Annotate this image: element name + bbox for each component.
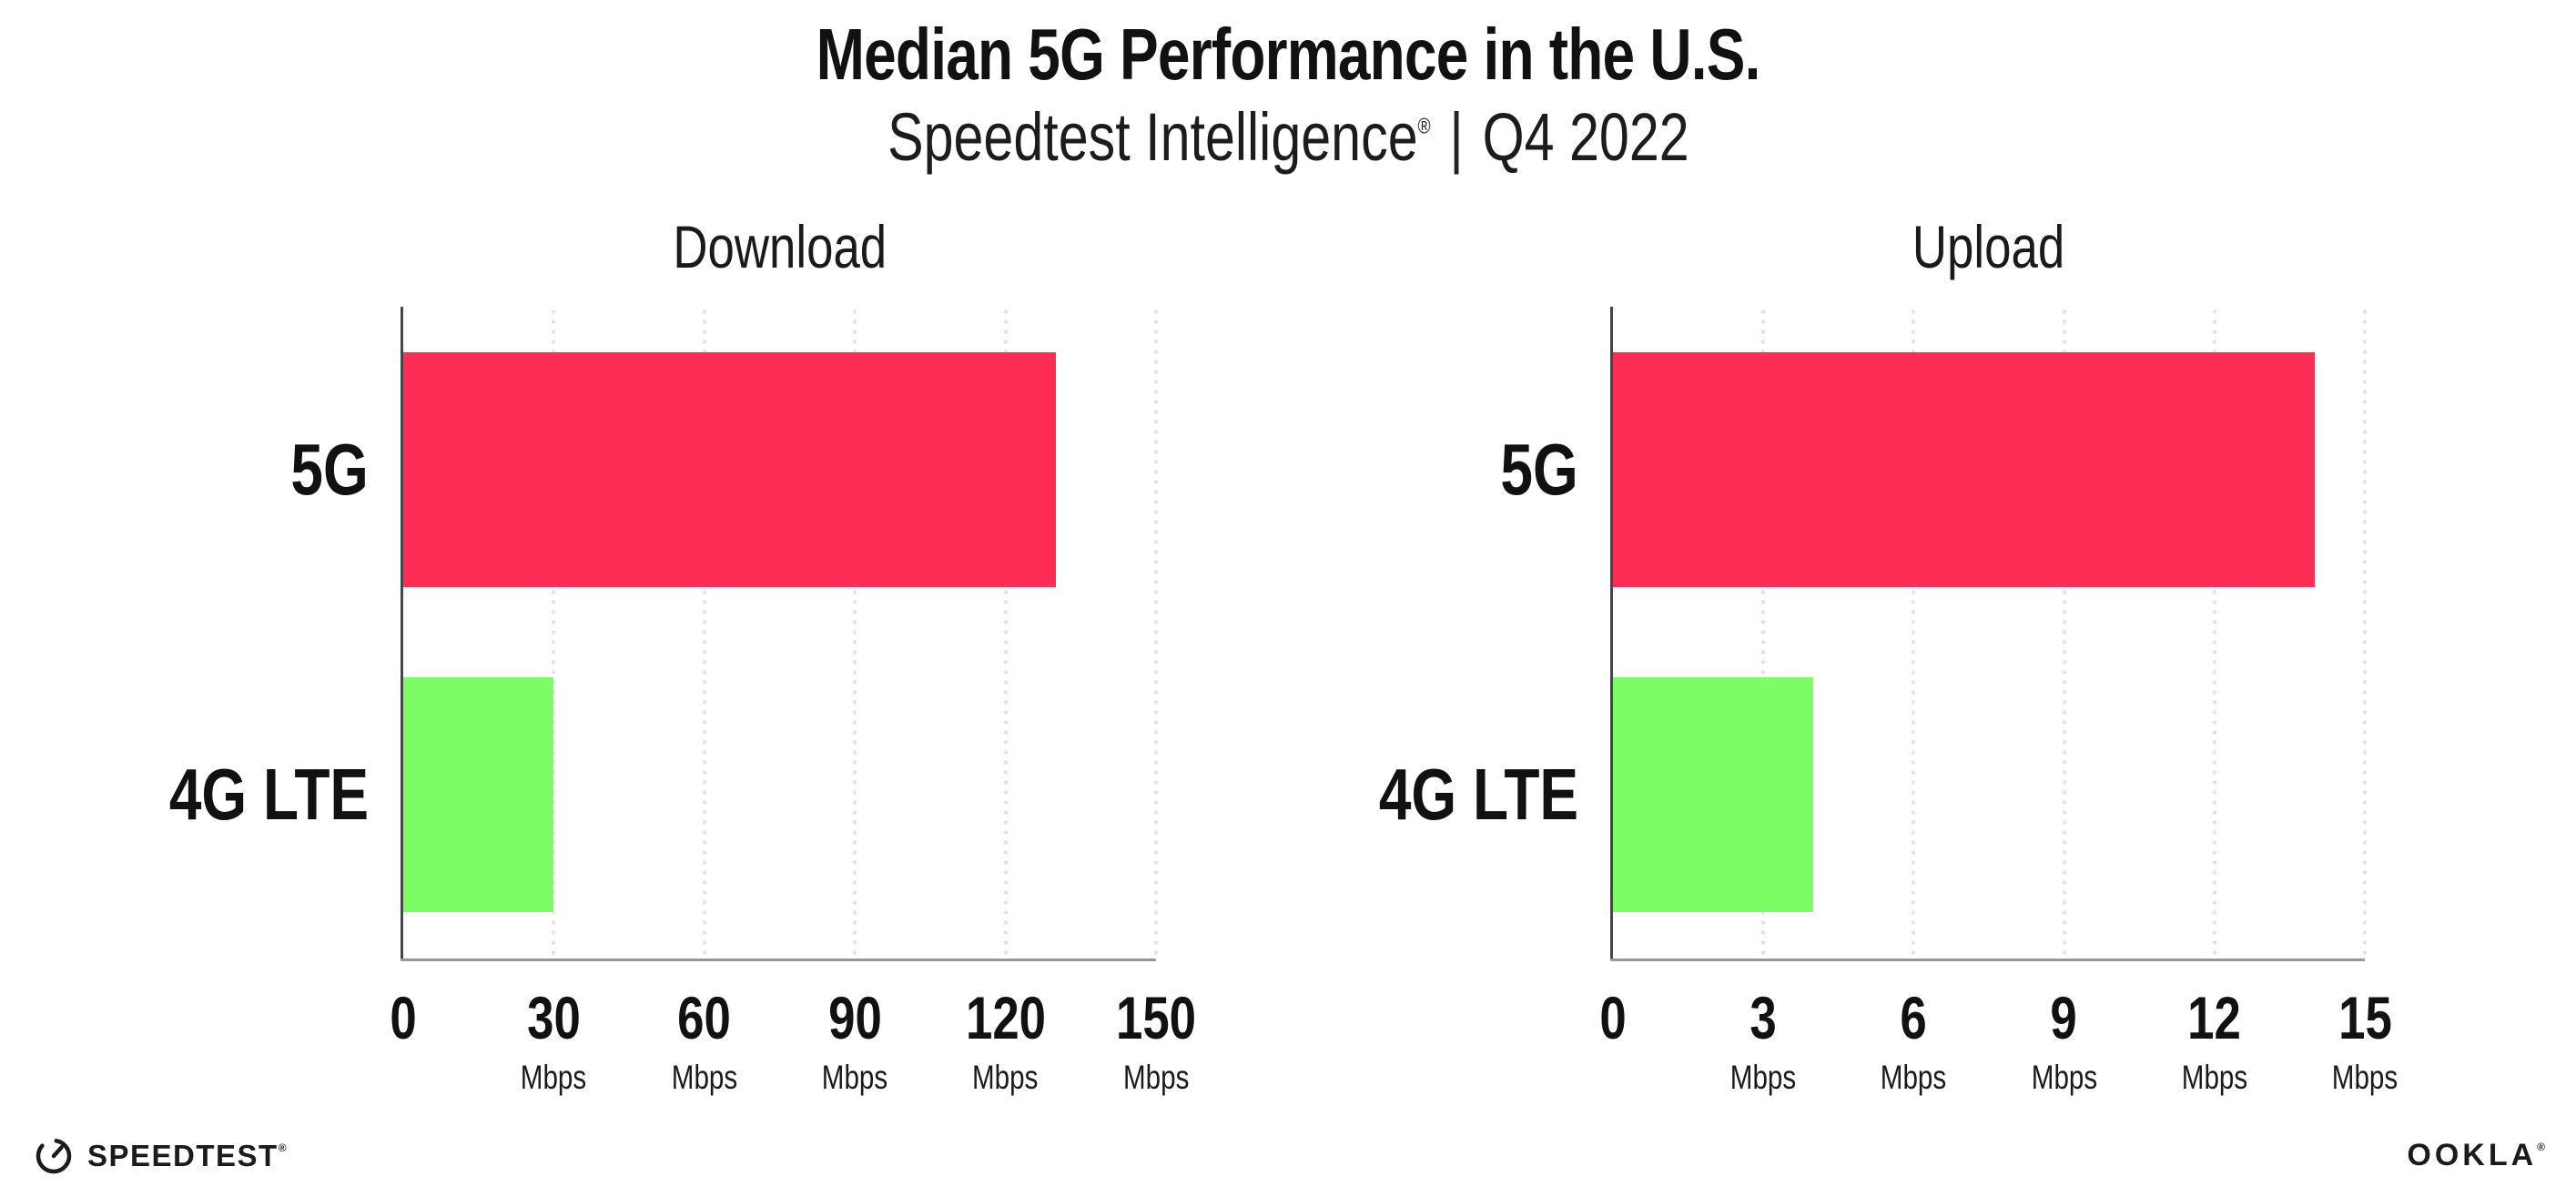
x-tick-label: 12 Mbps (2181, 984, 2247, 1096)
gridline (1003, 307, 1009, 959)
x-tick-label: 30 Mbps (521, 984, 587, 1096)
bar-4g-lte (1613, 677, 1814, 912)
bar-5g (1613, 352, 2315, 587)
subtitle-brand: Speedtest Intelligence (887, 99, 1418, 175)
gridline (2212, 307, 2217, 959)
x-tick-label: 0 (390, 984, 417, 1051)
registered-trademark-icon: ® (2537, 1141, 2549, 1153)
row-label-4g-lte: 4G LTE (1378, 754, 1578, 835)
row-label-4g-lte: 4G LTE (168, 754, 369, 835)
subtitle-period: Q4 2022 (1482, 99, 1689, 175)
y-axis-line (1610, 307, 1613, 959)
x-tick-label: 15 Mbps (2331, 984, 2399, 1096)
x-tick-label: 120 Mbps (965, 984, 1046, 1096)
page-subtitle: Speedtest Intelligence® | Q4 2022 (0, 98, 2576, 176)
gridline (1153, 307, 1159, 959)
plot-title-upload: Upload (1912, 213, 2065, 280)
gridline (551, 307, 556, 959)
gridline (1760, 307, 1766, 959)
page-title: Median 5G Performance in the U.S. (816, 14, 1761, 95)
bar-4g-lte (403, 677, 554, 912)
subtitle-separator: | (1449, 99, 1464, 175)
speedtest-logo: SPEEDTEST® (33, 1135, 288, 1177)
gauge-icon (35, 1138, 72, 1174)
gridline (702, 307, 707, 959)
x-tick-label: 60 Mbps (671, 984, 737, 1096)
download-plot: Download 0 30 Mbps 60 Mbps 90 Mbps 120 Mbps 150 Mbp… (169, 213, 1196, 1094)
x-tick-label: 9 Mbps (2031, 984, 2097, 1096)
row-label-5g: 5G (1500, 429, 1578, 510)
x-tick-label: 6 Mbps (1881, 984, 1947, 1096)
upload-plot: Upload 0 3 Mbps 6 Mbps 9 Mbps 12 Mbps 15 Mbps 5G 4G L… (1379, 213, 2398, 1094)
x-tick-label: 0 (1599, 984, 1627, 1051)
registered-trademark-icon: ® (278, 1141, 289, 1154)
speedtest-wordmark: SPEEDTEST® (87, 1139, 289, 1172)
row-label-5g: 5G (290, 429, 369, 510)
gridline (852, 307, 857, 959)
gridline (2362, 307, 2368, 959)
gridline (1911, 307, 1916, 959)
plot-title-download: Download (673, 213, 887, 280)
registered-trademark-icon: ® (1417, 115, 1431, 139)
x-tick-label: 150 Mbps (1115, 984, 1197, 1096)
x-tick-label: 3 Mbps (1729, 984, 1797, 1096)
x-axis-line (401, 959, 1156, 961)
x-axis-line (1610, 959, 2365, 961)
bar-5g (403, 352, 1056, 587)
y-axis-line (401, 307, 403, 959)
ookla-logo: OOKLA® (2407, 1138, 2549, 1172)
gridline (2062, 307, 2067, 959)
x-tick-label: 90 Mbps (821, 984, 888, 1096)
